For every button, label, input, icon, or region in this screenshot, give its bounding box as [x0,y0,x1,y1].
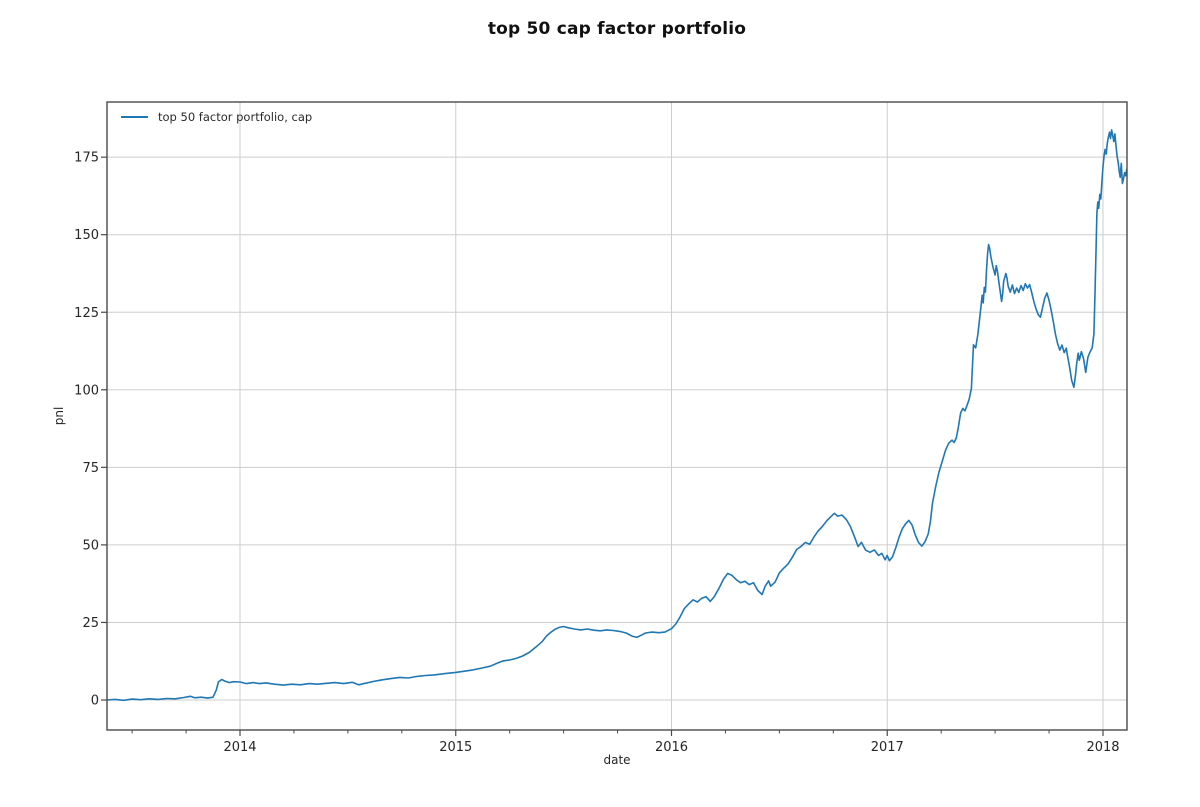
x-tick-label: 2014 [223,740,256,755]
y-tick-label: 25 [82,616,99,631]
y-tick-label: 150 [74,228,99,243]
y-axis-label: pnl [52,407,66,426]
legend: top 50 factor portfolio, cap [121,109,312,125]
plot-border [106,101,1128,731]
legend-label: top 50 factor portfolio, cap [158,110,313,124]
series-line [106,129,1128,702]
chart-title: top 50 cap factor portfolio [487,19,747,39]
grid-layer [107,102,1127,730]
axes-layer: 2014 2015 2016 2017 2018 0 25 50 75 100 125 150 175 [74,101,1128,755]
y-tick-label: 50 [82,538,99,553]
y-tick-label: 125 [74,306,99,321]
x-tick-label: 2016 [655,740,688,755]
x-tick-label: 2018 [1086,740,1119,755]
y-tick-label: 175 [74,151,99,166]
y-tick-label: 75 [82,461,99,476]
x-axis-label: date [603,753,630,767]
y-tick-label: 0 [91,694,99,709]
x-tick-label: 2015 [439,740,472,755]
series-layer [106,129,1128,702]
x-tick-label: 2017 [871,740,904,755]
y-tick-label: 100 [74,383,99,398]
legend-line-swatch [121,116,148,118]
